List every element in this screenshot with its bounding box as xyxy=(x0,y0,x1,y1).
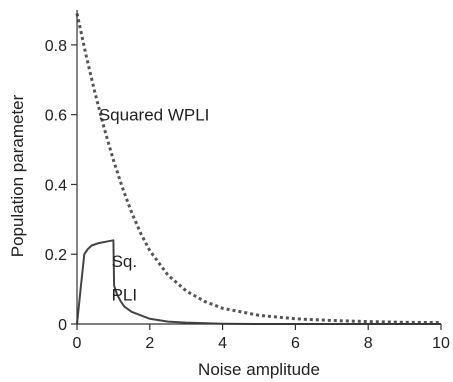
annotation-label: Squared WPLI xyxy=(99,106,210,125)
annotation-label: Sq. xyxy=(112,252,138,271)
x-tick-label: 2 xyxy=(145,335,154,352)
x-tick-label: 6 xyxy=(291,335,300,352)
y-tick-label: 0.2 xyxy=(45,247,67,264)
x-axis-ticks: 0 2 4 6 8 10 xyxy=(73,324,450,352)
x-tick-label: 4 xyxy=(218,335,227,352)
series-line-0 xyxy=(75,13,442,325)
x-tick-label: 8 xyxy=(364,335,373,352)
y-tick-label: 0.8 xyxy=(45,38,67,55)
y-axis-ticks: 0 0.2 0.4 0.6 0.8 xyxy=(45,38,77,334)
x-axis-title: Noise amplitude xyxy=(198,360,320,379)
annotation-label: PLI xyxy=(112,285,138,304)
y-tick-label: 0.6 xyxy=(45,108,67,125)
annotation-layer: Squared WPLI Sq. PLI xyxy=(99,106,210,305)
x-tick-label: 0 xyxy=(73,335,82,352)
x-tick-label: 10 xyxy=(432,335,450,352)
y-tick-label: 0.4 xyxy=(45,177,67,194)
series-layer xyxy=(75,13,442,325)
y-tick-label: 0 xyxy=(58,317,67,334)
y-axis-title: Population parameter xyxy=(8,94,27,257)
